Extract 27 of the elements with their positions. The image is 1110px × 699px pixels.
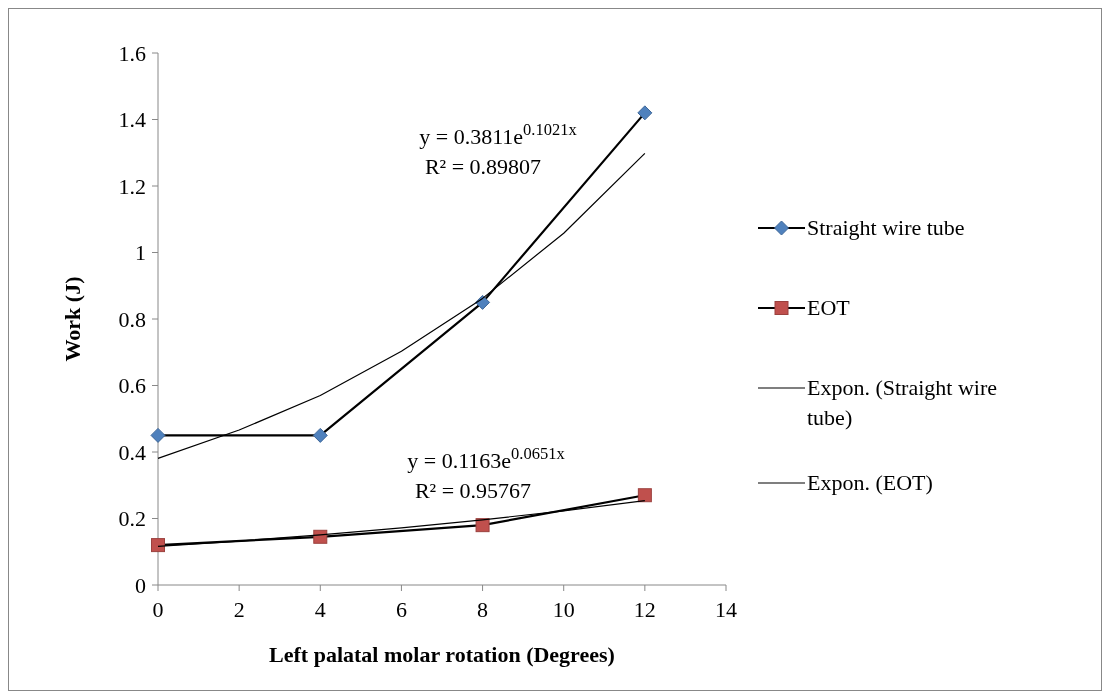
y-tick-label: 1.2: [118, 173, 146, 199]
annotation: y = 0.3811e$^{0.1021x}$: [419, 119, 578, 149]
y-tick-label: 1.4: [118, 107, 146, 133]
annotation: R² = 0.95767: [414, 478, 532, 503]
x-tick-label: 6: [395, 597, 407, 622]
x-tick-label: 10: [552, 597, 575, 622]
y-tick-label: 0.2: [118, 506, 146, 532]
y-tick-label: 1: [135, 240, 146, 266]
y-tick-label: 1.6: [118, 40, 146, 66]
legend-label: EOT: [807, 295, 851, 320]
x-axis-title: Left palatal molar rotation (Degrees): [269, 642, 615, 667]
x-tick-label: 4: [314, 597, 326, 622]
y-tick-label: 0.8: [118, 306, 146, 332]
x-tick-label: 2: [233, 597, 245, 622]
y-tick-label: 0: [135, 572, 146, 598]
x-tick-label: 14: [715, 597, 737, 622]
annotation: y = 0.1163e$^{0.0651x}$: [407, 443, 566, 473]
legend-label: Straight wire tube: [807, 215, 965, 240]
legend-label: Expon. (Straight wire tube): [807, 375, 998, 430]
x-tick-label: 12: [633, 597, 656, 622]
x-tick-label: 0: [152, 597, 164, 622]
legend-label: Expon. (EOT): [807, 470, 933, 495]
x-tick-label: 8: [477, 597, 489, 622]
y-tick-label: 0.6: [118, 373, 146, 399]
y-axis-title: Work (J): [60, 276, 85, 362]
annotation: R² = 0.89807: [424, 154, 542, 179]
y-tick-label: 0.4: [118, 439, 146, 465]
